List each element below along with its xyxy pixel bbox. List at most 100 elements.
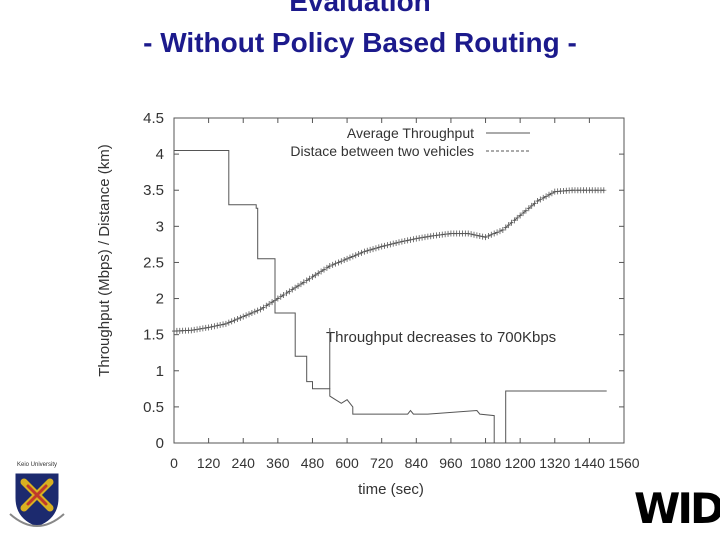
distance-marker <box>469 231 474 238</box>
distance-marker <box>379 243 384 250</box>
distance-marker <box>385 242 390 249</box>
x-tick-label: 0 <box>170 455 178 471</box>
distance-marker <box>414 235 419 242</box>
distance-marker <box>342 257 347 264</box>
x-tick-label: 720 <box>370 455 394 471</box>
distance-marker <box>345 255 350 262</box>
distance-marker <box>538 196 543 203</box>
distance-marker <box>296 282 301 289</box>
distance-marker <box>388 241 393 248</box>
distance-marker <box>492 230 497 237</box>
distance-marker <box>397 239 401 246</box>
distance-marker <box>547 191 551 198</box>
distance-marker <box>417 235 422 242</box>
x-tick-label: 600 <box>335 455 359 471</box>
y-tick-label: 1 <box>156 363 164 380</box>
distance-marker <box>544 193 549 200</box>
distance-marker <box>601 187 606 194</box>
distance-marker <box>218 322 223 329</box>
distance-marker <box>382 242 387 249</box>
distance-marker <box>365 247 370 254</box>
distance-marker <box>290 286 295 293</box>
x-tick-label: 480 <box>301 455 325 471</box>
distance-marker <box>420 234 425 241</box>
distance-marker <box>261 304 266 311</box>
distance-marker <box>425 233 430 240</box>
series-layer <box>172 150 607 444</box>
distance-marker <box>215 322 220 329</box>
distance-marker <box>373 245 378 252</box>
distance-marker <box>394 239 399 246</box>
distance-marker <box>523 207 528 214</box>
distance-marker <box>272 297 277 304</box>
distance-marker <box>515 214 520 221</box>
distance-marker <box>330 261 335 268</box>
x-tick-label: 360 <box>266 455 290 471</box>
distance-marker <box>241 313 246 320</box>
legend-label-distance: Distace between two vehicles <box>290 143 474 159</box>
y-tick-label: 1.5 <box>143 327 164 344</box>
distance-marker <box>506 222 511 229</box>
distance-marker <box>197 325 202 332</box>
university-crest-icon <box>9 473 65 527</box>
y-tick-label: 3 <box>156 218 164 235</box>
distance-marker <box>350 253 355 260</box>
y-axis: 0 0.5 1 1.5 2 2.5 3 3.5 4 4.5 <box>143 110 624 452</box>
distance-marker <box>313 272 318 279</box>
distance-marker <box>541 194 546 201</box>
distance-marker <box>353 252 358 259</box>
y-tick-label: 2 <box>156 291 164 308</box>
slide-title-line1: Evaluation <box>289 0 431 17</box>
x-tick-label: 840 <box>405 455 429 471</box>
distance-marker <box>336 259 341 266</box>
distance-marker <box>206 324 211 331</box>
distance-marker <box>362 248 367 255</box>
university-logo-text: Keio University <box>16 462 57 468</box>
y-tick-label: 4 <box>156 146 164 163</box>
y-tick-label: 0.5 <box>143 399 164 416</box>
distance-marker <box>359 249 364 256</box>
distance-marker <box>270 299 275 306</box>
distance-marker <box>497 228 502 235</box>
distance-marker <box>244 312 249 319</box>
university-logo: Keio University <box>4 462 70 536</box>
distance-marker <box>249 310 254 316</box>
y-tick-label: 2.5 <box>143 254 164 271</box>
distance-marker <box>405 237 410 244</box>
distance-marker <box>521 210 526 217</box>
distance-marker <box>495 229 500 236</box>
distance-marker <box>287 288 292 295</box>
distance-marker <box>347 254 352 261</box>
x-tick-label: 240 <box>232 455 256 471</box>
distance-marker <box>327 263 332 270</box>
distance-marker <box>322 266 326 273</box>
distance-marker <box>526 205 531 212</box>
distance-marker <box>252 308 257 315</box>
x-tick-label: 1560 <box>608 455 639 471</box>
distance-marker <box>518 212 523 219</box>
x-axis: 0 120 240 360 480 600 720 840 960 1080 1200 1320 144… <box>170 118 640 471</box>
distance-marker <box>402 238 407 245</box>
distance-marker <box>503 224 508 231</box>
x-tick-label: 1200 <box>505 455 536 471</box>
x-tick-label: 1080 <box>470 455 501 471</box>
distance-marker <box>200 325 205 332</box>
series-line-distance <box>173 189 607 332</box>
distance-marker <box>466 230 471 237</box>
distance-marker <box>232 317 237 324</box>
distance-marker <box>477 232 482 239</box>
distance-marker <box>209 323 214 330</box>
distance-marker <box>255 307 260 314</box>
distance-marker <box>212 323 217 330</box>
wide-logo: WIDE <box>634 484 720 533</box>
distance-marker <box>480 233 485 240</box>
x-tick-label: 1320 <box>539 455 570 471</box>
distance-marker <box>258 306 263 313</box>
distance-marker <box>408 236 413 243</box>
distance-marker <box>532 200 537 207</box>
distance-marker <box>195 326 200 333</box>
distance-marker <box>376 244 381 251</box>
distance-marker <box>238 314 243 321</box>
distance-marker <box>549 190 554 197</box>
legend: Average Throughput Distace between two v… <box>290 125 530 159</box>
